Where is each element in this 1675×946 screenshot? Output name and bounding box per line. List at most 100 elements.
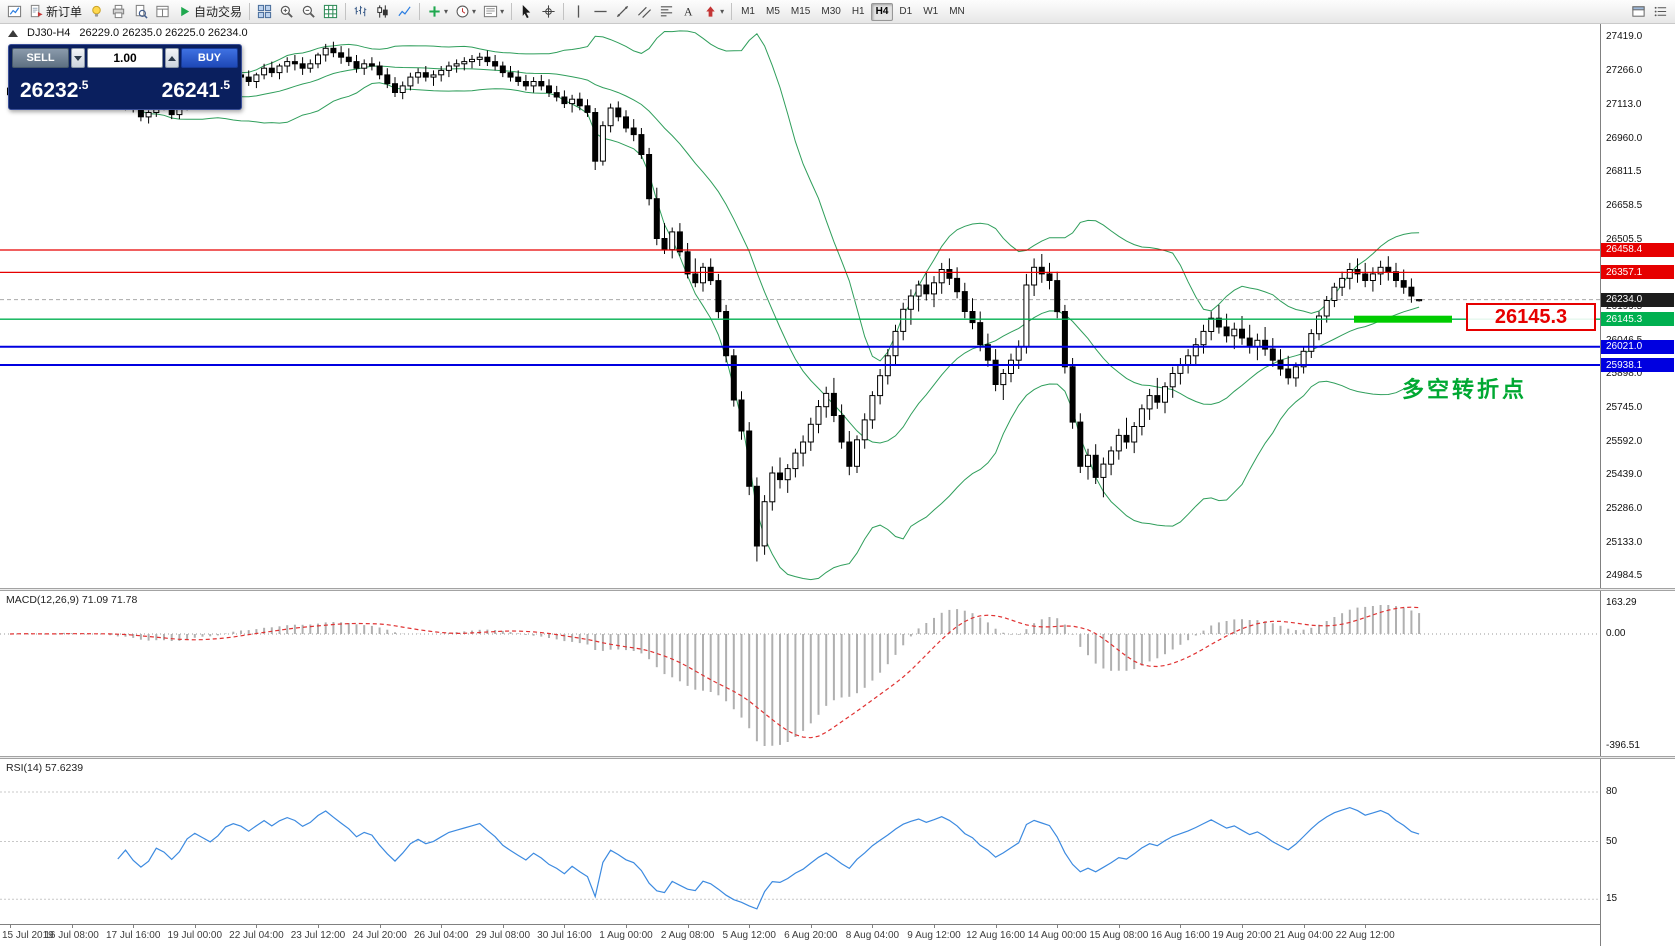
window-list-button[interactable] [1650, 2, 1671, 22]
candle [422, 66, 429, 82]
buy-price[interactable]: 26241.5 [161, 78, 230, 102]
candle [1123, 417, 1130, 449]
volume-increase-button[interactable] [165, 48, 179, 68]
tile-grid-button[interactable] [320, 2, 341, 22]
candle [1223, 313, 1230, 343]
timeframe-m5[interactable]: M5 [761, 3, 785, 21]
horizontal-line-button[interactable] [590, 2, 611, 22]
timeframe-mn[interactable]: MN [944, 3, 970, 21]
candle [353, 55, 360, 73]
one-click-collapse-icon[interactable] [8, 29, 18, 37]
turning-point-label: 多空转折点 [1402, 377, 1528, 402]
zoom-in-button[interactable] [276, 2, 297, 22]
bar-chart-type-button[interactable] [350, 2, 371, 22]
periods-button[interactable]: ▾ [452, 2, 479, 22]
price-axis-label: 25592.0 [1606, 435, 1643, 447]
candle [499, 61, 506, 78]
date-tick [441, 925, 443, 928]
print-icon [111, 4, 126, 19]
trendline-button[interactable] [612, 2, 633, 22]
candle [1323, 296, 1330, 323]
candle [1262, 327, 1269, 356]
date-tick [934, 925, 935, 928]
timeframe-m15[interactable]: M15 [786, 3, 815, 21]
date-label: 29 Jul 08:00 [475, 930, 531, 941]
autotrading-button[interactable]: 自动交易 [174, 2, 245, 22]
candle [931, 276, 937, 308]
new-order-button[interactable]: 新订单 [26, 2, 85, 22]
price-chart[interactable] [0, 24, 1600, 588]
rsi-indicator-panel[interactable] [0, 759, 1600, 924]
candle [476, 52, 483, 66]
candle [730, 349, 737, 407]
arrow-objects-button[interactable]: ▾ [700, 2, 727, 22]
volume-input[interactable] [87, 48, 163, 68]
chevron-down-icon: ▾ [500, 6, 505, 16]
candle [1292, 362, 1299, 387]
candle [1362, 262, 1369, 288]
hline-price-badge: 26021.0 [1601, 339, 1674, 354]
candle [322, 43, 329, 62]
crosshair-button[interactable] [538, 2, 559, 22]
candlestick-type-button[interactable] [372, 2, 393, 22]
zoom-out-button[interactable] [298, 2, 319, 22]
charts-button[interactable] [4, 2, 25, 22]
timeframe-d1[interactable]: D1 [894, 3, 917, 21]
price-axis-label: 26960.0 [1606, 133, 1643, 144]
sell-price[interactable]: 26232.5 [20, 78, 89, 102]
cursor-button[interactable] [516, 2, 537, 22]
candle [1385, 256, 1392, 281]
toolbar-separator [345, 3, 347, 20]
candle [561, 90, 568, 108]
thick-green-segment[interactable] [1354, 315, 1452, 323]
candle [761, 495, 768, 555]
new-window-button[interactable] [1628, 2, 1649, 22]
candle [546, 79, 552, 97]
candle [407, 72, 414, 91]
date-label: 14 Aug 00:00 [1027, 930, 1087, 941]
print-preview-button[interactable] [130, 2, 151, 22]
horizontal-line-objects[interactable] [0, 249, 1600, 366]
date-tick [1118, 925, 1120, 928]
tile-windows-button[interactable] [254, 2, 275, 22]
volume-decrease-button[interactable] [71, 48, 85, 68]
line-chart-type-button[interactable] [394, 2, 415, 22]
candle [538, 74, 545, 91]
data-window-button[interactable] [152, 2, 173, 22]
panel-divider[interactable] [0, 756, 1675, 759]
candle [615, 101, 622, 122]
rsi-label: RSI(14) 57.6239 [6, 762, 84, 774]
fibonacci-button[interactable] [656, 2, 677, 22]
metaeditor-icon [89, 4, 104, 19]
buy-button[interactable]: BUY [181, 48, 238, 68]
text-label-button[interactable]: A [678, 2, 699, 22]
timeframe-h1[interactable]: H1 [847, 3, 870, 21]
indicators-button[interactable]: ▾ [424, 2, 451, 22]
price-axis[interactable]: 27419.0 27266.0 27113.0 26960.0 26811.5 26658… [1600, 24, 1675, 946]
candle [638, 128, 645, 159]
metaeditor-button[interactable] [86, 2, 107, 22]
panel-divider[interactable] [0, 588, 1675, 591]
ohlc-label: 26229.0 26235.0 26225.0 26234.0 [79, 27, 248, 39]
candle [438, 66, 445, 82]
candle [1246, 324, 1253, 354]
date-axis[interactable]: 15 Jul 2019 16 Jul 08:00 17 Jul 16:00 19 Ju… [0, 924, 1600, 946]
candle [1269, 338, 1276, 367]
sell-button[interactable]: SELL [12, 48, 69, 68]
candle [338, 46, 345, 64]
timeframe-h4[interactable]: H4 [870, 2, 894, 21]
equidistant-channel-button[interactable] [634, 2, 655, 22]
print-button[interactable] [108, 2, 129, 22]
charts-icon [7, 4, 22, 19]
candle [1177, 358, 1184, 385]
macd-indicator-panel[interactable] [0, 591, 1600, 756]
timeframe-m30[interactable]: M30 [816, 3, 845, 21]
date-label: 9 Aug 12:00 [907, 930, 961, 941]
candle [553, 85, 560, 102]
templates-button[interactable]: ▾ [480, 2, 507, 22]
timeframe-m1[interactable]: M1 [736, 3, 760, 21]
timeframe-w1[interactable]: W1 [918, 3, 943, 21]
candle [1416, 299, 1423, 302]
candle [584, 99, 591, 117]
vertical-line-button[interactable] [568, 2, 589, 22]
